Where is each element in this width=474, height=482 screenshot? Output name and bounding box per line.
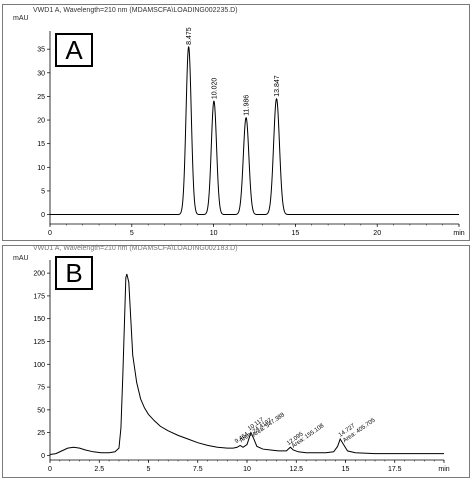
chromatogram-a-plot: 0 5 10 15 20 25 30 35 0 5 10 15 20 min 8.475 10.020 11.9…: [37, 27, 465, 237]
panel-a-y-tick-label: 20: [37, 118, 45, 125]
panel-a-x-tick-label: 0: [48, 230, 52, 237]
panel-b-y-tick-label: 75: [37, 385, 45, 392]
panel-a-x-tick-label: 20: [373, 230, 381, 237]
panel-a-peak-label: 11.986: [244, 95, 251, 116]
panel-a-y-tick-label: 10: [37, 165, 45, 172]
panel-b-x-tick-label: 10: [243, 466, 251, 473]
panel-b-x-tick-label: 7.5: [193, 466, 203, 473]
panel-a-x-tick-label: 10: [210, 230, 218, 237]
panel-b-signal-trace: [49, 273, 444, 456]
panel-b-x-tick-label: 17.5: [388, 466, 402, 473]
panel-a-header: VWD1 A, Wavelength=210 nm (MDAMSCFA\LOAD…: [33, 7, 238, 14]
panel-a-peak-label: 8.475: [186, 27, 193, 45]
panel-b-y-tick-label: 100: [33, 362, 45, 369]
panel-a-y-tick-label: 25: [37, 94, 45, 101]
panel-b-x-tick-label: 2.5: [94, 466, 104, 473]
panel-a-letter: A: [55, 33, 93, 67]
panel-a-y-unit: mAU: [13, 15, 29, 22]
panel-a-y-tick-label: 15: [37, 141, 45, 148]
panel-b-y-tick-label: 25: [37, 430, 45, 437]
panel-b-x-tick-label: 12.5: [289, 466, 303, 473]
panel-b-y-tick-label: 125: [33, 339, 45, 346]
panel-b-y-unit: mAU: [13, 255, 29, 262]
chromatogram-b-plot: 0 25 50 75 100 125 150 175 200 0 2.5 5 7.5 10 12.5 15 17…: [33, 260, 450, 473]
panel-a-x-tick-label: 5: [130, 230, 134, 237]
panel-a-peak-label: 10.020: [211, 78, 218, 100]
panel-a-y-tick-label: 30: [37, 70, 45, 77]
panel-a-y-tick-label: 35: [37, 47, 45, 54]
panel-b-header: VWD1 A, Wavelength=210 nm (MDAMSCFA\LOAD…: [33, 245, 238, 252]
panel-b-x-tick-label: 5: [147, 466, 151, 473]
panel-a-y-tick-label: 0: [41, 212, 45, 219]
panel-b-y-tick-label: 150: [33, 316, 45, 323]
panel-a-x-tick-label: 15: [292, 230, 300, 237]
chromatogram-panel-a: 0 5 10 15 20 25 30 35 0 5 10 15 20 min 8.475 10.020 11.9…: [2, 4, 470, 241]
panel-a-y-tick-label: 5: [41, 188, 45, 195]
panel-b-letter: B: [55, 256, 93, 290]
panel-b-y-tick-label: 200: [33, 271, 45, 278]
panel-b-x-tick-label: min: [438, 466, 449, 473]
panel-b-y-tick-label: 0: [41, 453, 45, 460]
panel-b-y-tick-label: 175: [33, 293, 45, 300]
panel-a-x-tick-label: min: [453, 230, 464, 237]
panel-b-x-tick-label: 0: [48, 466, 52, 473]
panel-a-signal-trace: [50, 46, 459, 216]
panel-b-x-tick-label: 15: [342, 466, 350, 473]
chromatogram-panel-b: 0 25 50 75 100 125 150 175 200 0 2.5 5 7.5 10 12.5 15 17…: [2, 245, 470, 478]
panel-a-peak-label: 13.847: [274, 75, 281, 97]
panel-b-y-tick-label: 50: [37, 407, 45, 414]
